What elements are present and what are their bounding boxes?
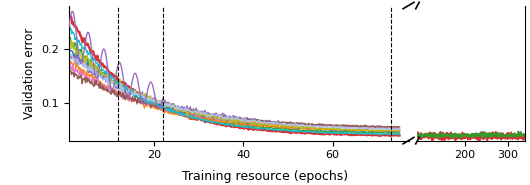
Text: Training resource (epochs): Training resource (epochs) xyxy=(182,170,348,183)
Y-axis label: Validation error: Validation error xyxy=(23,27,36,119)
